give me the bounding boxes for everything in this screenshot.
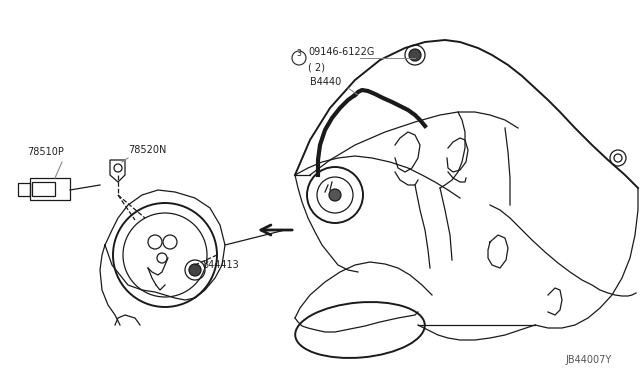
Text: B4440: B4440 (310, 77, 341, 87)
Text: 844413: 844413 (202, 260, 239, 270)
Text: 09146-6122G: 09146-6122G (308, 47, 374, 57)
Circle shape (409, 49, 421, 61)
Text: JB44007Y: JB44007Y (565, 355, 611, 365)
Text: 78520N: 78520N (128, 145, 166, 155)
Circle shape (329, 189, 341, 201)
Text: ( 2): ( 2) (308, 62, 325, 72)
Text: 78510P: 78510P (27, 147, 64, 157)
Text: 3: 3 (296, 49, 301, 58)
Circle shape (189, 264, 201, 276)
